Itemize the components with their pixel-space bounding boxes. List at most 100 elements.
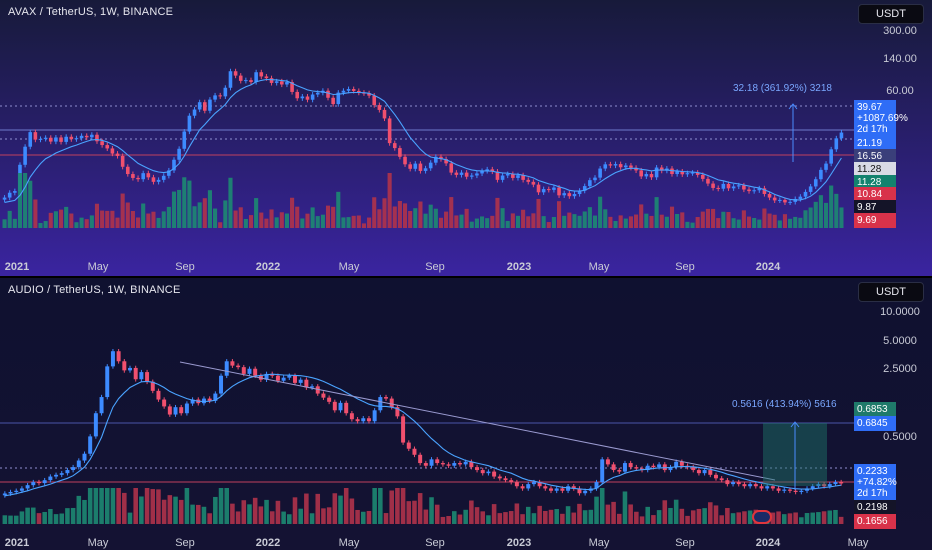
volume-bar bbox=[321, 508, 326, 524]
volume-bar bbox=[515, 215, 521, 228]
volume-bar bbox=[248, 215, 254, 228]
volume-bar bbox=[184, 488, 190, 524]
volume-bar bbox=[258, 506, 264, 524]
event-flag-icon[interactable] bbox=[752, 510, 772, 524]
candle-body bbox=[516, 175, 520, 178]
candle-body bbox=[270, 373, 275, 376]
volume-bar bbox=[617, 513, 622, 524]
volume-bar bbox=[813, 201, 818, 228]
volume-bar bbox=[594, 496, 599, 524]
candle-body bbox=[366, 418, 371, 422]
candle-body bbox=[150, 381, 155, 391]
volume-bar bbox=[287, 514, 292, 524]
candle-body bbox=[444, 159, 448, 164]
volume-bar bbox=[454, 215, 459, 228]
candle-body bbox=[552, 187, 556, 190]
candle-body bbox=[82, 453, 87, 461]
volume-bar bbox=[120, 193, 125, 228]
candle-body bbox=[485, 169, 489, 171]
volume-bar bbox=[803, 210, 808, 228]
candle-body bbox=[219, 375, 224, 394]
volume-bar bbox=[387, 173, 392, 228]
candle-body bbox=[674, 461, 679, 468]
candle-body bbox=[747, 189, 751, 192]
volume-bar bbox=[252, 497, 258, 524]
volume-bar bbox=[816, 512, 821, 524]
volume-bar bbox=[366, 510, 372, 524]
volume-bar bbox=[526, 216, 531, 228]
candle-body bbox=[593, 177, 597, 181]
volume-bar bbox=[372, 197, 377, 228]
volume-bar bbox=[440, 516, 446, 524]
volume-bar bbox=[130, 210, 135, 228]
price-axis-label: 16.56 bbox=[854, 149, 896, 164]
price-axis-label: 11.28 bbox=[854, 162, 896, 177]
volume-bar bbox=[675, 213, 680, 228]
candle-body bbox=[634, 167, 638, 171]
candle-body bbox=[819, 169, 823, 180]
candle-body bbox=[562, 193, 566, 196]
candle-body bbox=[696, 470, 701, 474]
volume-bar bbox=[190, 504, 195, 524]
avax-currency-button[interactable]: USDT bbox=[858, 4, 924, 24]
volume-bar bbox=[793, 512, 798, 524]
candle-body bbox=[23, 146, 27, 165]
volume-bar bbox=[726, 212, 731, 228]
candle-body bbox=[361, 418, 366, 422]
volume-bar bbox=[178, 499, 184, 524]
candle-body bbox=[500, 175, 505, 180]
volume-bar bbox=[622, 491, 628, 524]
price-axis-label: 9.69 bbox=[854, 213, 896, 228]
candle-body bbox=[505, 174, 510, 176]
avax-measure-label: 32.18 (361.92%) 3218 bbox=[733, 83, 832, 94]
candle-body bbox=[600, 459, 605, 483]
price-axis-label: 0.2233 +74.82% 2d 17h bbox=[854, 464, 897, 501]
moving-average-line bbox=[4, 373, 842, 497]
volume-bar bbox=[377, 209, 382, 228]
candle-body bbox=[125, 166, 130, 175]
candle-body bbox=[469, 461, 474, 468]
volume-bar bbox=[146, 213, 151, 228]
volume-bar bbox=[719, 515, 724, 524]
y-tick-label: 0.5000 bbox=[883, 431, 917, 443]
candle-body bbox=[691, 467, 696, 471]
candle-body bbox=[423, 168, 428, 171]
candle-body bbox=[88, 436, 93, 454]
volume-bar bbox=[351, 215, 356, 228]
avax-chart-panel[interactable]: 300.00 140.00 60.00 2021 May Sep 2022 May Sep 202… bbox=[0, 0, 932, 276]
volume-bar bbox=[290, 197, 295, 228]
candle-body bbox=[346, 89, 351, 91]
candle-body bbox=[742, 185, 746, 190]
panel-divider[interactable] bbox=[0, 276, 932, 278]
avax-chart-canvas[interactable]: 300.00 140.00 60.00 2021 May Sep 2022 May Sep 202… bbox=[0, 0, 932, 276]
candle-body bbox=[120, 155, 125, 167]
candle-body bbox=[249, 80, 253, 82]
candle-body bbox=[680, 171, 685, 175]
candle-body bbox=[833, 482, 838, 485]
candle-body bbox=[384, 397, 389, 399]
candle-body bbox=[536, 184, 541, 193]
candle-body bbox=[54, 474, 59, 477]
candle-body bbox=[708, 470, 713, 475]
candle-body bbox=[449, 163, 454, 173]
volume-bar bbox=[383, 513, 389, 524]
volume-bar bbox=[230, 503, 235, 524]
volume-bar bbox=[713, 505, 719, 524]
volume-bar bbox=[161, 211, 166, 228]
candle-body bbox=[759, 486, 764, 489]
volume-bar bbox=[673, 499, 679, 524]
audio-currency-button[interactable]: USDT bbox=[858, 282, 924, 302]
volume-bar bbox=[122, 492, 127, 524]
volume-bar bbox=[105, 210, 110, 228]
candle-body bbox=[618, 164, 623, 168]
volume-bar bbox=[446, 516, 451, 524]
volume-bar bbox=[656, 510, 662, 524]
candle-body bbox=[298, 379, 303, 383]
price-axis-label: 0.2198 bbox=[854, 500, 896, 515]
audio-chart-panel[interactable]: 10.0000 5.0000 2.5000 0.5000 2021 May Sep 2022 M… bbox=[0, 278, 932, 550]
volume-bar bbox=[110, 488, 116, 524]
candle-body bbox=[511, 174, 515, 178]
audio-chart-canvas[interactable]: 10.0000 5.0000 2.5000 0.5000 2021 May Sep 2022 M… bbox=[0, 278, 932, 550]
candle-body bbox=[765, 486, 770, 489]
candle-body bbox=[264, 373, 269, 380]
